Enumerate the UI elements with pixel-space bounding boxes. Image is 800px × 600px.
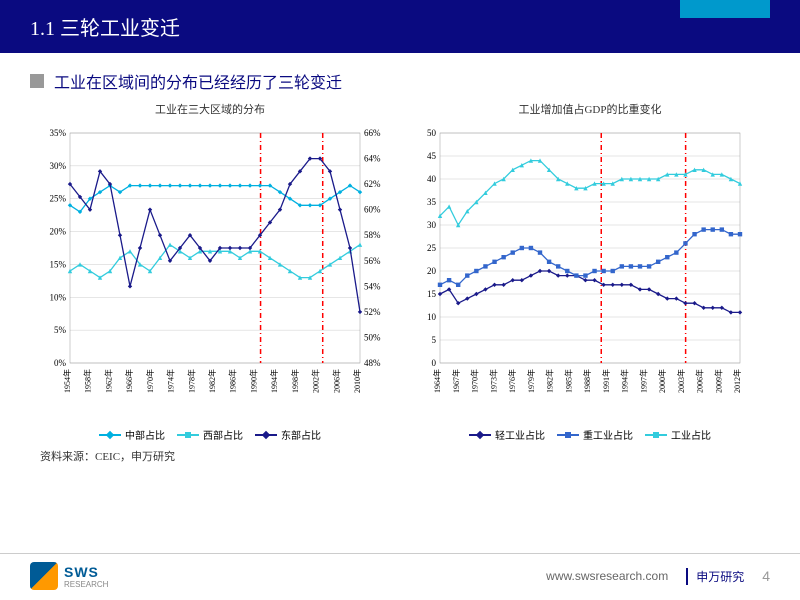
svg-text:25%: 25%	[50, 194, 67, 204]
subtitle-row: 工业在区域间的分布已经经历了三轮变迁	[0, 53, 800, 101]
legend-item: 重工业占比	[557, 427, 633, 442]
svg-text:1994年: 1994年	[620, 369, 630, 393]
footer-right: www.swsresearch.com 申万研究 4	[546, 568, 770, 585]
logo: SWS RESEARCH	[30, 562, 108, 590]
svg-text:1970年: 1970年	[470, 369, 480, 393]
svg-text:1997年: 1997年	[638, 369, 648, 393]
svg-text:10: 10	[427, 312, 437, 322]
svg-text:64%: 64%	[364, 154, 381, 164]
svg-text:56%: 56%	[364, 256, 381, 266]
svg-text:1988年: 1988年	[582, 369, 592, 393]
svg-text:35%: 35%	[50, 128, 67, 138]
svg-text:1958年: 1958年	[83, 369, 93, 393]
svg-text:45: 45	[427, 151, 437, 161]
legend-item: 东部占比	[255, 427, 321, 442]
chart1-title: 工业在三大区域的分布	[155, 101, 265, 117]
chart1-legend: 中部占比 西部占比 东部占比	[99, 427, 321, 442]
source-text: 资料来源：CEIC，申万研究	[0, 442, 800, 470]
logo-main: SWS	[64, 564, 108, 580]
svg-text:48%: 48%	[364, 358, 381, 368]
svg-text:1954年: 1954年	[62, 369, 72, 393]
chart2-title: 工业增加值占GDP的比重变化	[518, 101, 661, 117]
svg-text:2000年: 2000年	[657, 369, 667, 393]
legend-item: 轻工业占比	[469, 427, 545, 442]
svg-text:5%: 5%	[54, 325, 67, 335]
svg-text:50%: 50%	[364, 332, 381, 342]
svg-text:1962年: 1962年	[103, 369, 113, 393]
svg-text:0%: 0%	[54, 358, 67, 368]
footer-brand: 申万研究	[686, 568, 744, 585]
logo-sub: RESEARCH	[64, 580, 108, 589]
svg-text:1970年: 1970年	[145, 369, 155, 393]
svg-text:52%: 52%	[364, 307, 381, 317]
legend-item: 中部占比	[99, 427, 165, 442]
svg-text:15%: 15%	[50, 259, 67, 269]
page-number: 4	[762, 568, 770, 584]
svg-text:0: 0	[432, 358, 437, 368]
svg-text:1964年: 1964年	[432, 369, 442, 393]
svg-text:58%: 58%	[364, 230, 381, 240]
svg-text:1991年: 1991年	[601, 369, 611, 393]
svg-text:5: 5	[432, 335, 437, 345]
svg-text:25: 25	[427, 243, 437, 253]
svg-text:1982年: 1982年	[207, 369, 217, 393]
svg-text:1979年: 1979年	[526, 369, 536, 393]
svg-text:1966年: 1966年	[124, 369, 134, 393]
chart-left-block: 工业在三大区域的分布 0% 5% 10% 15% 20% 25% 30% 35% 48% 50% 5…	[30, 101, 390, 442]
svg-text:54%: 54%	[364, 281, 381, 291]
svg-text:1967年: 1967年	[451, 369, 461, 393]
chart-right-block: 工业增加值占GDP的比重变化 0 5 10 15 20 25 30 35 40 45 50 1964年…	[410, 101, 770, 442]
svg-text:1982年: 1982年	[545, 369, 555, 393]
svg-text:62%: 62%	[364, 179, 381, 189]
footer: SWS RESEARCH www.swsresearch.com 申万研究 4	[0, 553, 800, 590]
chart1-svg: 0% 5% 10% 15% 20% 25% 30% 35% 48% 50% 52% 54% 56% 58%…	[30, 123, 390, 423]
chart2-legend: 轻工业占比 重工业占比 工业占比	[469, 427, 711, 442]
legend-item: 西部占比	[177, 427, 243, 442]
svg-text:2006年: 2006年	[331, 369, 341, 393]
svg-text:30%: 30%	[50, 161, 67, 171]
svg-text:2009年: 2009年	[713, 369, 723, 393]
svg-text:10%: 10%	[50, 292, 67, 302]
svg-text:2006年: 2006年	[695, 369, 705, 393]
svg-text:1976年: 1976年	[507, 369, 517, 393]
svg-text:2002年: 2002年	[311, 369, 321, 393]
bullet-icon	[30, 74, 44, 88]
svg-text:1990年: 1990年	[248, 369, 258, 393]
svg-text:1974年: 1974年	[166, 369, 176, 393]
header-title: 1.1 三轮工业变迁	[30, 18, 180, 40]
top-accent-bar	[680, 0, 770, 18]
svg-text:66%: 66%	[364, 128, 381, 138]
legend-item: 工业占比	[645, 427, 711, 442]
svg-text:1994年: 1994年	[269, 369, 279, 393]
svg-text:20%: 20%	[50, 227, 67, 237]
svg-text:2012年: 2012年	[732, 369, 742, 393]
svg-text:20: 20	[427, 266, 437, 276]
svg-text:1978年: 1978年	[186, 369, 196, 393]
svg-text:50: 50	[427, 128, 437, 138]
svg-text:60%: 60%	[364, 205, 381, 215]
svg-text:40: 40	[427, 174, 437, 184]
svg-text:1998年: 1998年	[290, 369, 300, 393]
chart2-svg: 0 5 10 15 20 25 30 35 40 45 50 1964年 1967年 1970年 1973年…	[410, 123, 770, 423]
logo-icon	[30, 562, 58, 590]
svg-text:2003年: 2003年	[676, 369, 686, 393]
footer-url: www.swsresearch.com	[546, 569, 668, 583]
svg-text:35: 35	[427, 197, 437, 207]
subtitle-text: 工业在区域间的分布已经经历了三轮变迁	[54, 69, 342, 93]
svg-text:2010年: 2010年	[352, 369, 362, 393]
svg-text:1985年: 1985年	[563, 369, 573, 393]
svg-text:30: 30	[427, 220, 437, 230]
svg-text:1986年: 1986年	[228, 369, 238, 393]
svg-text:1973年: 1973年	[488, 369, 498, 393]
svg-text:15: 15	[427, 289, 437, 299]
charts-container: 工业在三大区域的分布 0% 5% 10% 15% 20% 25% 30% 35% 48% 50% 5…	[0, 101, 800, 442]
